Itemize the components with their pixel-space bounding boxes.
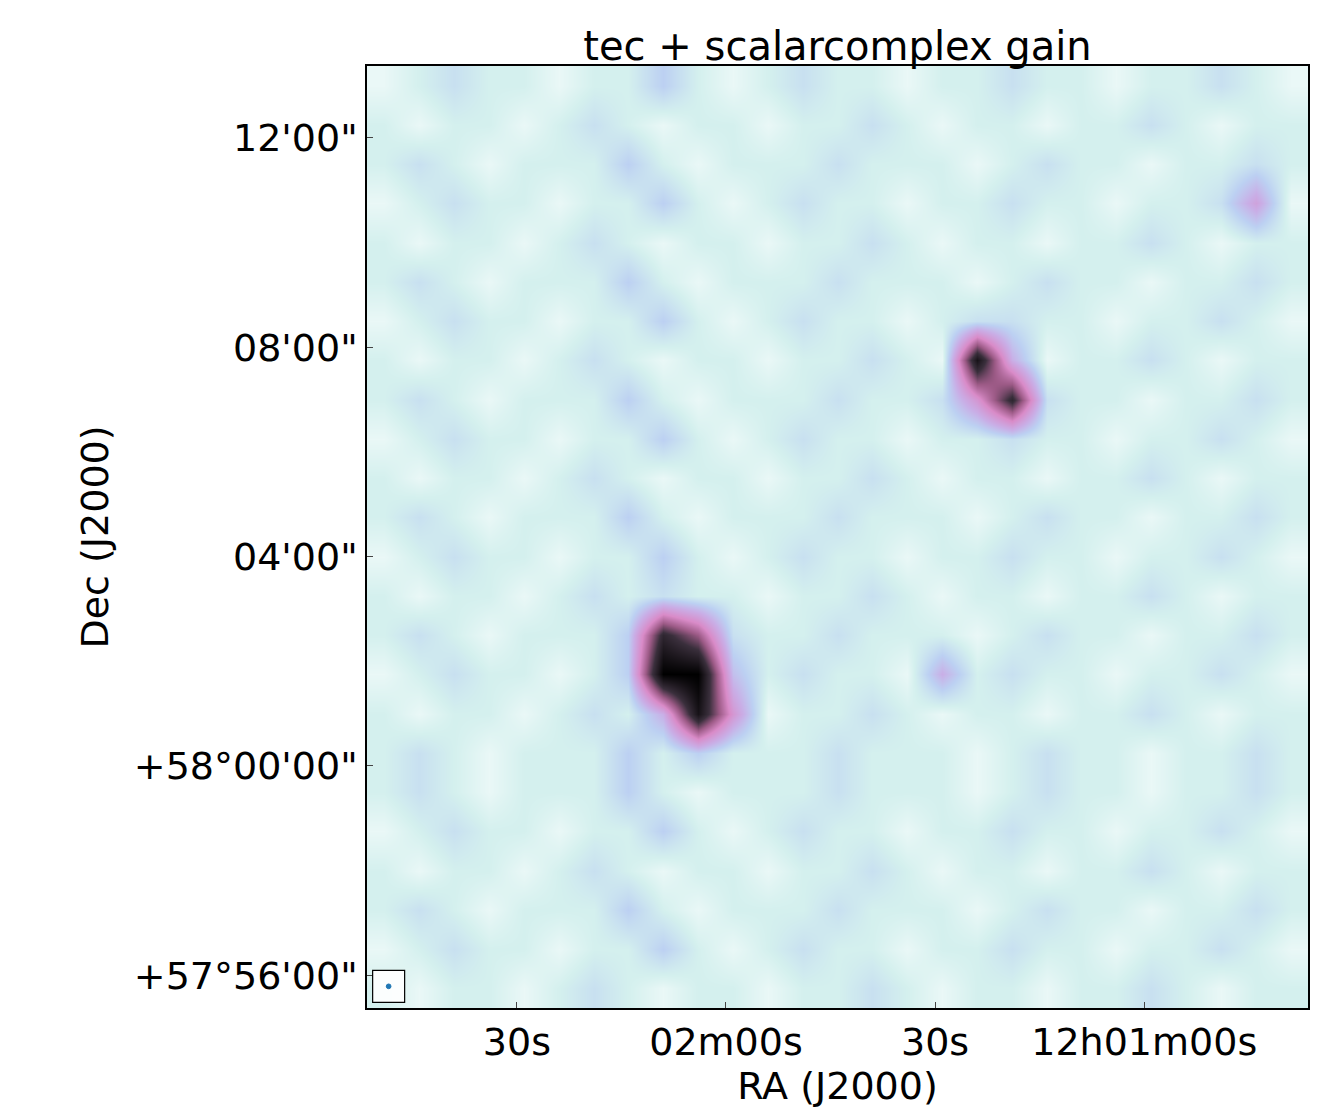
svg-text:30s: 30s bbox=[901, 1020, 969, 1064]
svg-text:Dec (J2000): Dec (J2000) bbox=[73, 425, 117, 648]
svg-text:tec + scalarcomplex gain: tec + scalarcomplex gain bbox=[583, 23, 1091, 69]
svg-text:12h01m00s: 12h01m00s bbox=[1031, 1020, 1257, 1064]
svg-text:12'00": 12'00" bbox=[233, 116, 358, 160]
svg-text:02m00s: 02m00s bbox=[649, 1020, 803, 1064]
svg-text:04'00": 04'00" bbox=[233, 535, 358, 579]
svg-text:+57°56'00": +57°56'00" bbox=[134, 954, 358, 998]
svg-text:+58°00'00": +58°00'00" bbox=[134, 744, 358, 788]
svg-text:08'00": 08'00" bbox=[233, 326, 358, 370]
svg-text:RA (J2000): RA (J2000) bbox=[737, 1064, 938, 1108]
svg-text:30s: 30s bbox=[483, 1020, 551, 1064]
